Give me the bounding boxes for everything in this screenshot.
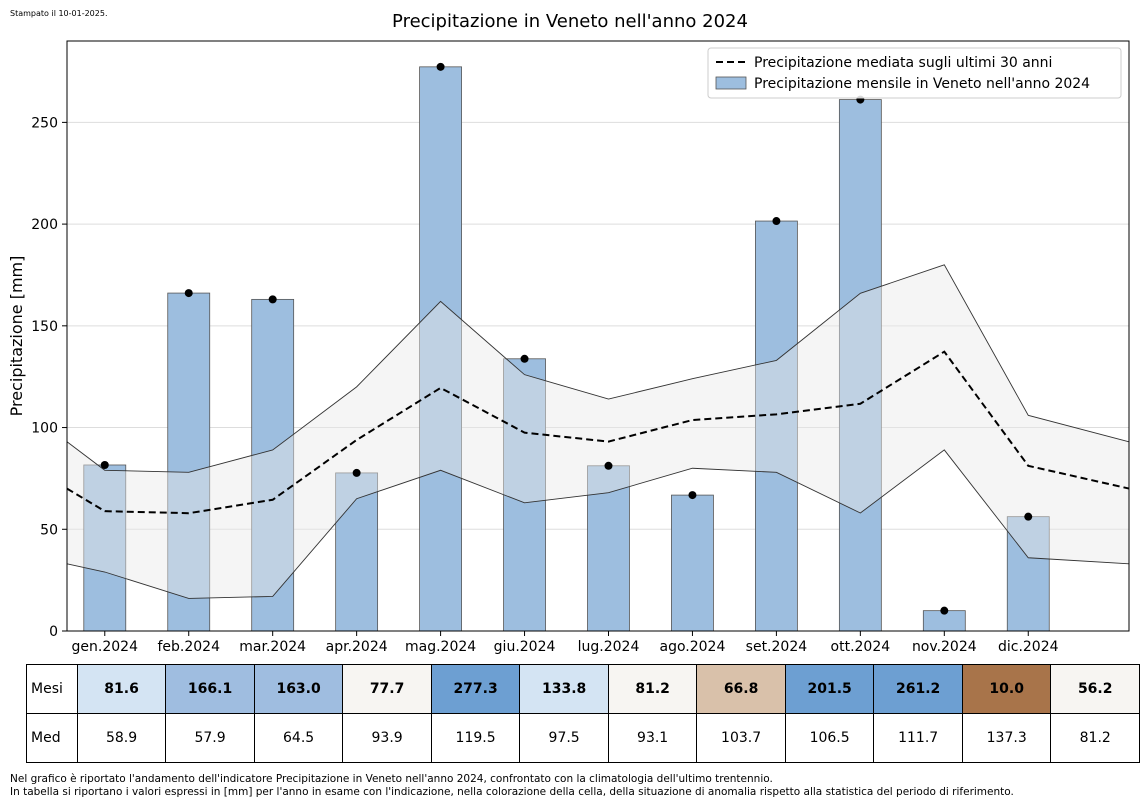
bar-mag.2024 [419, 66, 462, 632]
marker-feb.2024 [184, 289, 193, 298]
table-cell-mesi: 66.8 [696, 664, 786, 714]
marker-mag.2024 [436, 62, 445, 71]
marker-gen.2024 [100, 460, 109, 469]
table-cell-mesi: 81.6 [76, 664, 167, 714]
table-cell-med: 93.1 [607, 713, 698, 763]
axes: 0 50 100 150 200 250 gen.2024 feb.2024 mar.2024 a… [7, 40, 1130, 655]
precipitation-chart: 0 50 100 150 200 250 gen.2024 feb.2024 mar.2024 a… [7, 40, 1130, 655]
bar-giu.2024 [503, 358, 546, 632]
x-tick-label-nov.2024: nov.2024 [912, 639, 977, 655]
y-tick-label-50: 50 [40, 522, 58, 538]
table-cell-med: 58.9 [76, 713, 167, 763]
legend: Precipitazione mediata sugli ultimi 30 a… [707, 47, 1122, 99]
climatology-band [66, 264, 1130, 599]
table-cell-mesi: 77.7 [342, 664, 432, 714]
bar-lug.2024 [587, 465, 630, 632]
table-cell-mesi: 166.1 [165, 664, 255, 714]
x-tick-label-mar.2024: mar.2024 [239, 639, 306, 655]
table-row-mesi: Mesi 81.6 166.1 163.0 77.7 277.3 133.8 81.2 66.… [26, 664, 1140, 714]
table-row-med: Med 58.9 57.9 64.5 93.9 119.5 97.5 93.1 103.7 10… [26, 713, 1140, 763]
y-tick-label-200: 200 [31, 217, 58, 233]
x-tick-label-set.2024: set.2024 [746, 639, 808, 655]
marker-lug.2024 [604, 461, 613, 470]
legend-mean-label: Precipitazione mediata sugli ultimi 30 a… [754, 55, 1052, 71]
print-stamp: Stampato il 10-01-2025. [10, 9, 108, 18]
y-tick-label-100: 100 [31, 421, 58, 437]
table-cell-med: 119.5 [430, 713, 521, 763]
table-cell-med: 137.3 [961, 713, 1052, 763]
y-tick-label-0: 0 [49, 624, 58, 640]
data-table: Mesi 81.6 166.1 163.0 77.7 277.3 133.8 81.2 66.… [26, 664, 1140, 763]
table-cell-med: 106.5 [784, 713, 875, 763]
legend-box [707, 47, 1122, 99]
table-cell-mesi: 277.3 [430, 664, 521, 714]
marker-ago.2024 [688, 491, 697, 500]
table-cell-mesi: 56.2 [1050, 664, 1140, 714]
table-cell-mesi: 133.8 [519, 664, 609, 714]
table-cell-med: 81.2 [1050, 713, 1140, 763]
table-cell-med: 97.5 [519, 713, 609, 763]
x-tick-label-mag.2024: mag.2024 [405, 639, 476, 655]
x-tick-label-dic.2024: dic.2024 [998, 639, 1059, 655]
mean-30y-line [66, 350, 1130, 515]
table-cell-mesi: 10.0 [961, 664, 1052, 714]
y-tick-label-250: 250 [31, 115, 58, 131]
band-lower-line [66, 449, 1130, 599]
y-axis-label: Precipitazione [mm] [7, 256, 26, 417]
bar-ago.2024 [671, 494, 714, 632]
bars [83, 66, 1050, 632]
marker-giu.2024 [520, 354, 529, 363]
table-cell-med: 64.5 [253, 713, 344, 763]
bar-ott.2024 [838, 99, 882, 632]
legend-bar-swatch [715, 76, 747, 90]
marker-set.2024 [772, 217, 781, 226]
row-label-med: Med [26, 713, 78, 763]
x-tick-label-ago.2024: ago.2024 [660, 639, 726, 655]
table-cell-med: 103.7 [696, 713, 786, 763]
marker-apr.2024 [352, 468, 361, 477]
band-fill [67, 264, 1129, 599]
x-tick-label-giu.2024: giu.2024 [494, 639, 556, 655]
table-cell-med: 111.7 [873, 713, 963, 763]
footnote-line-2: In tabella si riportano i valori espress… [10, 786, 1014, 798]
x-tick-label-gen.2024: gen.2024 [72, 639, 139, 655]
legend-bar-label: Precipitazione mensile in Veneto nell'an… [754, 76, 1090, 92]
y-tick-label-150: 150 [31, 319, 58, 335]
table-cell-mesi: 201.5 [784, 664, 875, 714]
marker-nov.2024 [940, 606, 949, 615]
bar-mar.2024 [251, 298, 295, 632]
table-cell-mesi: 261.2 [873, 664, 963, 714]
marker-dic.2024 [1024, 512, 1033, 521]
plot-frame [66, 40, 1130, 632]
footnote: Nel grafico è riportato l'andamento dell… [10, 773, 1014, 799]
table-cell-med: 93.9 [342, 713, 432, 763]
x-tick-label-feb.2024: feb.2024 [157, 639, 220, 655]
bar-dic.2024 [1006, 516, 1050, 632]
band-upper-line [66, 264, 1130, 473]
bar-set.2024 [755, 220, 798, 632]
table-cell-mesi: 81.2 [607, 664, 698, 714]
marker-mar.2024 [268, 295, 277, 304]
x-tick-label-ott.2024: ott.2024 [831, 639, 891, 655]
bar-feb.2024 [167, 292, 211, 632]
row-label-mesi: Mesi [26, 664, 78, 714]
footnote-line-1: Nel grafico è riportato l'andamento dell… [10, 773, 773, 785]
chart-title: Precipitazione in Veneto nell'anno 2024 [392, 11, 748, 32]
table-cell-med: 57.9 [165, 713, 255, 763]
x-tick-label-lug.2024: lug.2024 [578, 639, 640, 655]
table-cell-mesi: 163.0 [253, 664, 344, 714]
x-tick-label-apr.2024: apr.2024 [326, 639, 388, 655]
